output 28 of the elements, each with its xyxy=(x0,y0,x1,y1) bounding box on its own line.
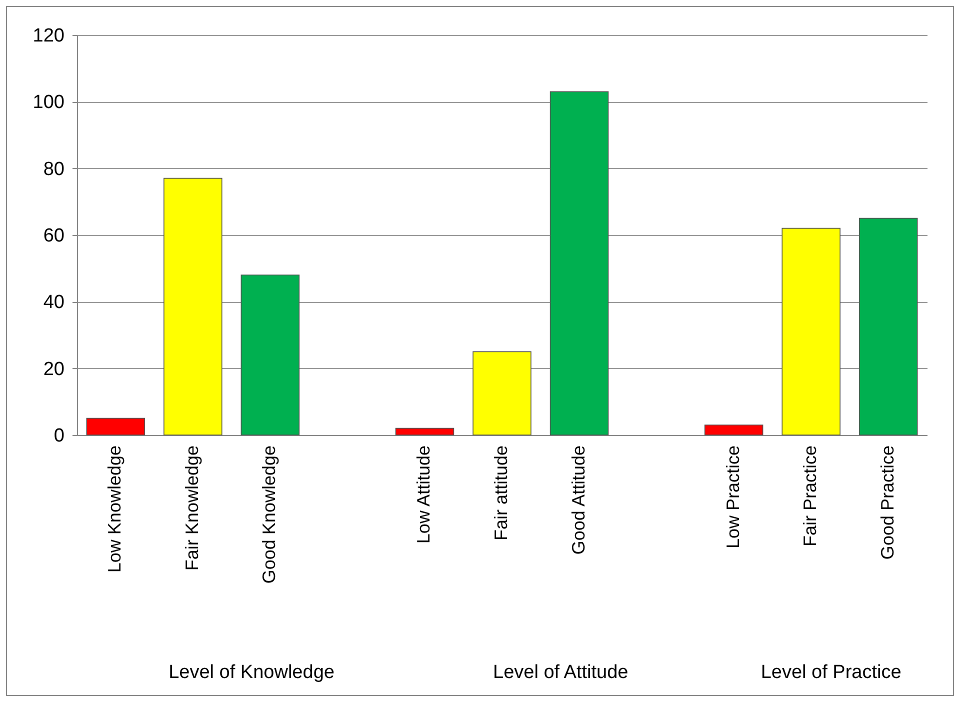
y-tick-label: 120 xyxy=(32,26,64,46)
bar xyxy=(782,228,840,436)
x-tick-label: Low Practice xyxy=(722,446,743,549)
x-tick-label: Fair attitude xyxy=(491,446,511,541)
x-tick-label: Fair Knowledge xyxy=(182,446,202,571)
y-tick-label: 40 xyxy=(43,292,64,314)
text: Level of Knowledge xyxy=(168,662,336,684)
y-tick-label: 60 xyxy=(43,226,64,246)
bar xyxy=(395,428,454,436)
bar xyxy=(704,424,764,436)
bar xyxy=(86,418,146,436)
y-tick-label: 80 xyxy=(43,158,64,180)
x-tick-label: Low Attitude xyxy=(414,446,434,544)
y-tick-label: 20 xyxy=(43,358,64,380)
x-tick-label: Good Attitude xyxy=(568,446,588,555)
x-tick-label: Low Knowledge xyxy=(104,446,125,573)
x-tick-label: Good Practice xyxy=(877,446,898,560)
bar xyxy=(240,274,300,436)
y-tick-label: 100 xyxy=(32,92,64,114)
bar xyxy=(164,178,222,436)
bar xyxy=(550,91,609,436)
text: Level of Practice xyxy=(760,662,902,684)
bar xyxy=(858,218,918,436)
text: Level of Attitude xyxy=(492,662,630,684)
x-tick-label: Good Knowledge xyxy=(259,446,280,584)
x-tick-label: Fair Practice xyxy=(800,446,820,547)
bar xyxy=(472,351,532,436)
y-tick-label: 0 xyxy=(54,426,64,446)
